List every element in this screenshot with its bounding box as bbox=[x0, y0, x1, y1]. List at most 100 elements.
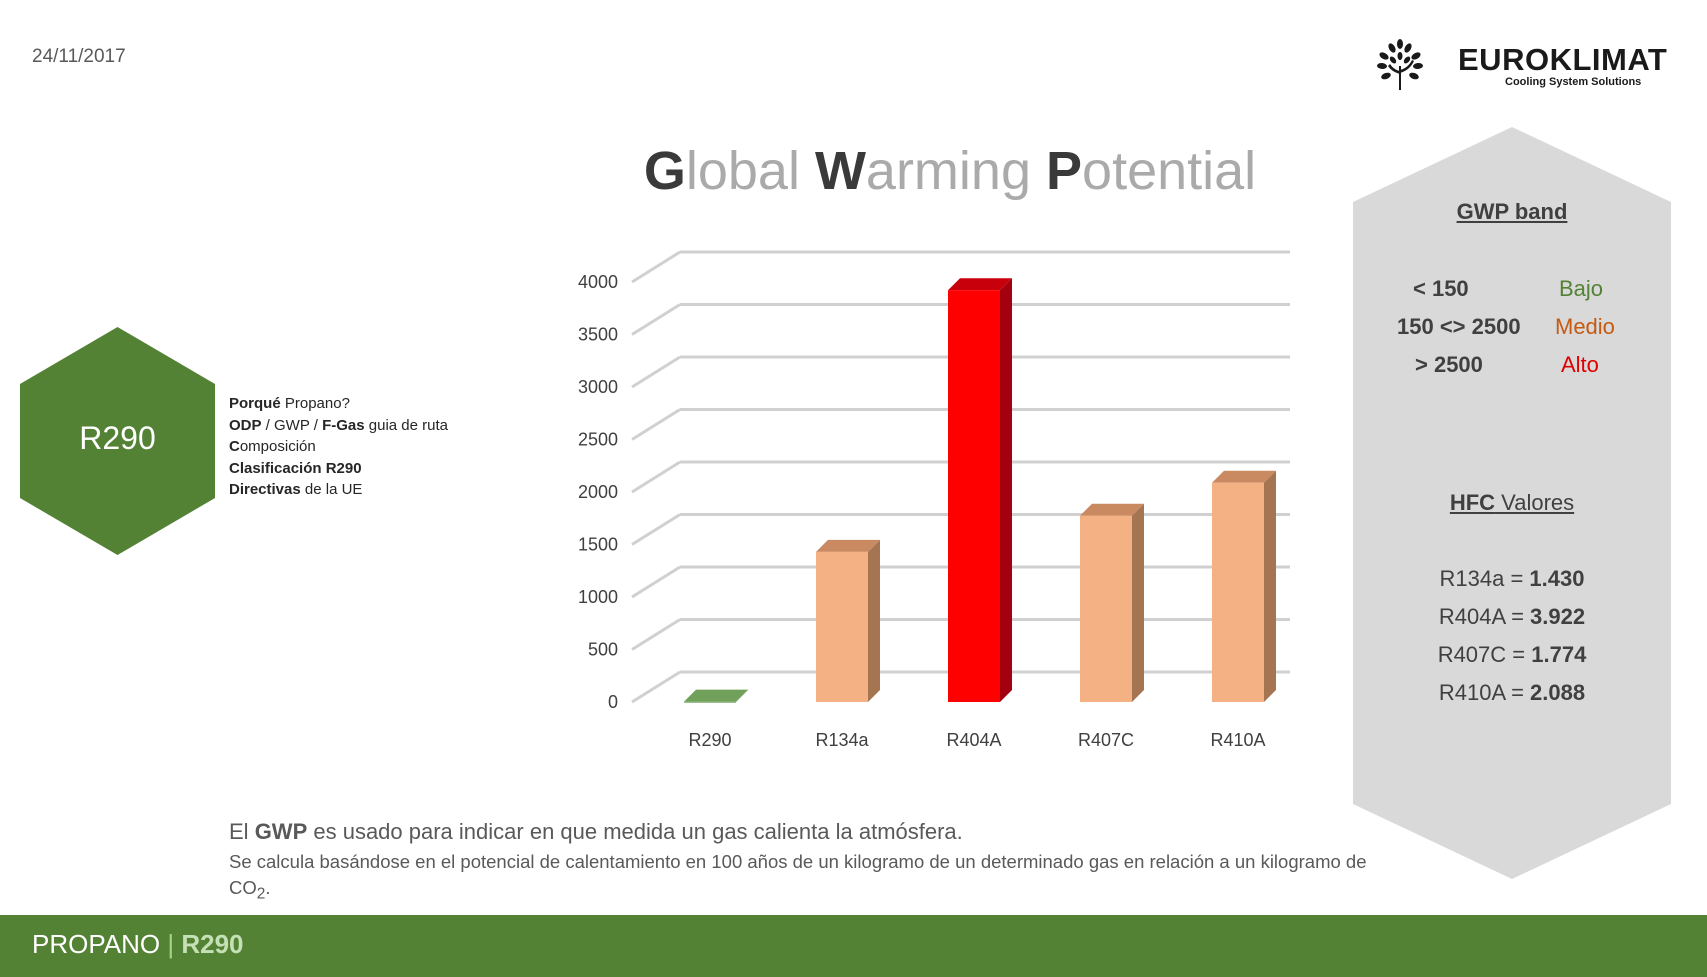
refrigerant-code: R290 bbox=[79, 420, 156, 456]
gridline-diagonal bbox=[631, 250, 681, 284]
gridline-diagonal bbox=[631, 303, 681, 336]
date-label: 24/11/2017 bbox=[32, 46, 126, 67]
bar-top bbox=[1212, 470, 1276, 483]
menu-item-composicion[interactable]: Composición bbox=[229, 436, 448, 458]
desc-text: . bbox=[265, 877, 271, 898]
bar-side bbox=[736, 689, 748, 702]
menu-item-bold: C bbox=[229, 438, 240, 455]
desc-subscript: 2 bbox=[256, 885, 266, 903]
hfc-row-r134a: R134a = 1.430 bbox=[1439, 566, 1585, 591]
y-tick-label: 500 bbox=[588, 640, 618, 660]
hfc-title-rest: Valores bbox=[1495, 490, 1575, 515]
title-part-otential: otential bbox=[1082, 141, 1257, 201]
bar-top bbox=[1080, 503, 1144, 516]
band-level-high: Alto bbox=[1561, 352, 1599, 377]
y-tick-label: 1500 bbox=[578, 535, 618, 555]
menu-item-bold: F-Gas bbox=[322, 416, 365, 434]
title-letter-g: G bbox=[643, 141, 686, 201]
menu-item-porque[interactable]: Porqué Propano? bbox=[229, 393, 448, 415]
footer-title: PROPANO bbox=[32, 929, 161, 959]
y-tick-label: 2000 bbox=[578, 482, 618, 502]
hfc-value: 3.922 bbox=[1530, 604, 1586, 629]
bar-top bbox=[816, 539, 880, 552]
title-letter-p: P bbox=[1046, 141, 1083, 201]
menu-item-directivas[interactable]: Directivas de la UE bbox=[229, 479, 448, 501]
chart-title: Global Warming Potential bbox=[600, 140, 1300, 202]
bar-r410a bbox=[1212, 482, 1264, 702]
bar-side bbox=[1132, 503, 1144, 702]
y-tick-label: 3500 bbox=[578, 325, 618, 345]
gridline-diagonal bbox=[631, 618, 681, 651]
footer-bar bbox=[0, 915, 1707, 977]
footer-label: PROPANO | R290 bbox=[32, 929, 244, 960]
title-letter-w: W bbox=[814, 141, 866, 201]
y-tick-label: 4000 bbox=[578, 272, 618, 292]
bar-top bbox=[684, 689, 748, 702]
hfc-row-r404a: R404A = 3.922 bbox=[1438, 604, 1586, 629]
band-level-mid: Medio bbox=[1555, 314, 1615, 339]
menu-item-text: omposición bbox=[239, 438, 316, 455]
desc-text: El bbox=[229, 819, 255, 844]
gridline-diagonal bbox=[631, 355, 681, 389]
y-tick-label: 1000 bbox=[578, 587, 618, 607]
band-range-high: > 2500 bbox=[1415, 352, 1483, 377]
bar-r290 bbox=[684, 701, 736, 703]
y-tick-label: 0 bbox=[608, 692, 618, 712]
menu-item-bold: Porqué bbox=[229, 395, 281, 412]
title-part-arming: arming bbox=[865, 141, 1031, 201]
menu-item-text: de la UE bbox=[300, 481, 363, 498]
hfc-value: 1.774 bbox=[1531, 642, 1587, 667]
x-tick-label: R404A bbox=[946, 730, 1001, 750]
menu-item-text: Propano? bbox=[280, 395, 350, 412]
hfc-name: R134a bbox=[1439, 566, 1505, 591]
gridline-diagonal bbox=[631, 460, 681, 494]
bar-r407c bbox=[1080, 515, 1132, 702]
y-tick-label: 3000 bbox=[578, 377, 618, 397]
bar-side bbox=[868, 539, 880, 702]
band-range-mid: 150 <> 2500 bbox=[1397, 314, 1521, 339]
logo-name: EUROKLIMAT bbox=[1458, 42, 1668, 77]
gridline-diagonal bbox=[631, 670, 681, 704]
desc-bold: GWP bbox=[254, 819, 308, 844]
hfc-value: 1.430 bbox=[1529, 566, 1585, 591]
bar-r134a bbox=[816, 551, 868, 702]
hfc-title-bold: HFC bbox=[1449, 490, 1496, 515]
gwp-bar-chart: 0 500 1000 1500 2000 2500 3000 3500 4000 R290 R134… bbox=[578, 250, 1290, 750]
menu-item-text: / GWP / bbox=[261, 416, 323, 434]
menu-item-odp-gwp[interactable]: ODP / GWP / F-Gas guia de ruta bbox=[229, 415, 448, 437]
gridline-diagonal bbox=[631, 513, 681, 546]
x-tick-label: R410A bbox=[1210, 730, 1265, 750]
topic-menu: Porqué Propano? ODP / GWP / F-Gas guia d… bbox=[229, 393, 448, 501]
x-tick-label: R290 bbox=[688, 730, 731, 750]
bar-r404a bbox=[948, 290, 1000, 702]
hfc-row-r407c: R407C = 1.774 bbox=[1437, 642, 1587, 667]
title-part-lobal: lobal bbox=[685, 141, 800, 201]
gwp-band-title: GWP band bbox=[1456, 199, 1568, 224]
band-level-low: Bajo bbox=[1559, 276, 1604, 301]
bar-side bbox=[1264, 470, 1276, 702]
euroklimat-logo: EUROKLIMAT Cooling System Solutions bbox=[1372, 36, 1672, 94]
footer-code: R290 bbox=[181, 929, 244, 959]
bar-top bbox=[948, 278, 1012, 291]
gwp-definition: El GWP es usado para indicar en que medi… bbox=[229, 819, 963, 845]
bar-side bbox=[1000, 278, 1012, 702]
gridline-diagonal bbox=[631, 565, 681, 599]
gwp-info-panel bbox=[1353, 127, 1671, 879]
x-tick-label: R134a bbox=[815, 730, 869, 750]
hfc-name: R404A bbox=[1438, 604, 1505, 629]
gwp-calculation-note: Se calcula basándose en el potencial de … bbox=[229, 849, 1369, 908]
y-tick-label: 2500 bbox=[578, 430, 618, 450]
tree-logo-icon bbox=[1377, 39, 1423, 90]
hfc-name: R410A bbox=[1438, 680, 1505, 705]
logo-tagline: Cooling System Solutions bbox=[1505, 76, 1642, 88]
menu-item-clasificacion[interactable]: Clasificación R290 bbox=[229, 458, 448, 480]
footer-separator: | bbox=[167, 929, 175, 959]
menu-item-bold: ODP bbox=[229, 416, 262, 434]
x-tick-label: R407C bbox=[1078, 730, 1134, 750]
refrigerant-hexagon bbox=[20, 327, 215, 555]
gridline-diagonal bbox=[631, 408, 681, 441]
desc-text: es usado para indicar en que medida un g… bbox=[307, 819, 963, 844]
hfc-name: R407C bbox=[1437, 642, 1507, 667]
menu-item-bold: Clasificación R290 bbox=[229, 459, 362, 477]
menu-item-bold: Directivas bbox=[229, 481, 301, 498]
